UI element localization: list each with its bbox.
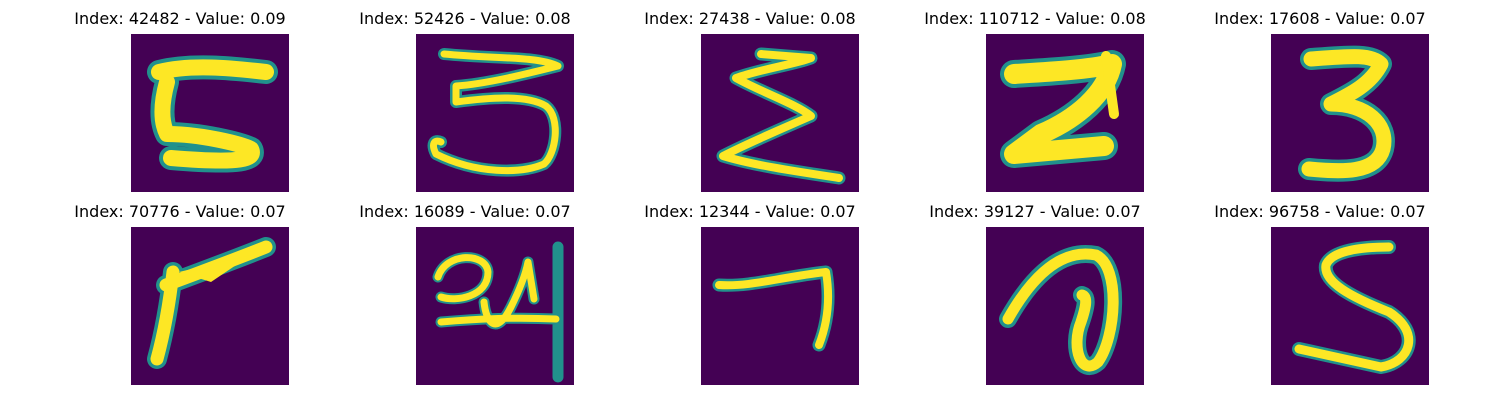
panel-2: Index: 52426 - Value: 0.08: [315, 0, 615, 192]
panel-4: Index: 110712 - Value: 0.08: [885, 0, 1185, 192]
digit-image: [1271, 34, 1429, 192]
digit-image: [131, 227, 289, 385]
digit-image: [986, 227, 1144, 385]
digit-image: [416, 227, 574, 385]
digit-image: [701, 227, 859, 385]
panel-title: Index: 96758 - Value: 0.07: [1214, 202, 1426, 221]
panel-3: Index: 27438 - Value: 0.08: [600, 0, 900, 192]
panel-title: Index: 110712 - Value: 0.08: [924, 9, 1146, 28]
panel-title: Index: 39127 - Value: 0.07: [929, 202, 1141, 221]
panel-title: Index: 12344 - Value: 0.07: [644, 202, 856, 221]
panel-title: Index: 27438 - Value: 0.08: [644, 9, 856, 28]
panel-title: Index: 52426 - Value: 0.08: [359, 9, 571, 28]
digit-image: [131, 34, 289, 192]
panel-title: Index: 42482 - Value: 0.09: [74, 9, 286, 28]
panel-1: Index: 42482 - Value: 0.09: [30, 0, 330, 192]
panel-title: Index: 70776 - Value: 0.07: [74, 202, 286, 221]
panel-6: Index: 70776 - Value: 0.07: [30, 193, 330, 385]
digit-image: [416, 34, 574, 192]
panel-10: Index: 96758 - Value: 0.07: [1170, 193, 1470, 385]
panel-7: Index: 16089 - Value: 0.07: [315, 193, 615, 385]
panel-8: Index: 12344 - Value: 0.07: [600, 193, 900, 385]
digit-image: [1271, 227, 1429, 385]
digit-image: [986, 34, 1144, 192]
panel-title: Index: 17608 - Value: 0.07: [1214, 9, 1426, 28]
digit-image: [701, 34, 859, 192]
panel-9: Index: 39127 - Value: 0.07: [885, 193, 1185, 385]
panel-title: Index: 16089 - Value: 0.07: [359, 202, 571, 221]
panel-5: Index: 17608 - Value: 0.07: [1170, 0, 1470, 192]
